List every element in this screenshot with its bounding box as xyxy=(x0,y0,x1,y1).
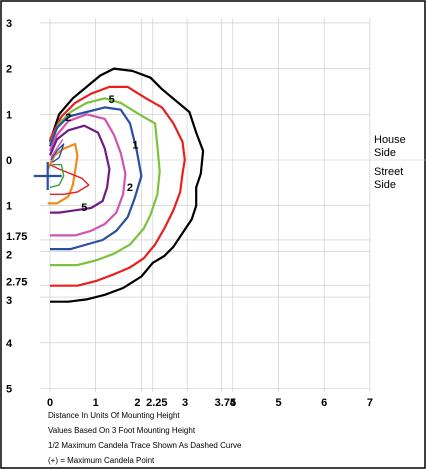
x-tick-label-5: 3.75 xyxy=(215,397,236,409)
x-tick-label-8: 6 xyxy=(321,397,327,409)
contour-label-3: 2 xyxy=(127,182,133,194)
grid xyxy=(40,18,426,392)
street-side-label-line1: Street xyxy=(374,166,403,178)
x-tick-label-9: 7 xyxy=(367,397,373,409)
y-tick-label-lower-2: 2 xyxy=(6,249,12,261)
y-tick-label-lower-4: 3 xyxy=(6,295,12,307)
contour-lines xyxy=(46,67,205,303)
contour-label-2: 1 xyxy=(132,140,138,152)
note-distance-units: Distance In Units Of Mounting Height xyxy=(48,411,180,420)
contour-line-3 xyxy=(48,106,143,251)
max-candela-marker xyxy=(33,161,62,190)
y-tick-label-upper-0: 3 xyxy=(6,18,12,30)
street-side-label-line2: Side xyxy=(374,179,396,191)
note-max-candela-point: (+) = Maximum Candela Point xyxy=(48,456,155,465)
contour-line-0 xyxy=(48,67,205,303)
y-tick-label-upper-1: 2 xyxy=(6,64,12,76)
contour-line-5 xyxy=(48,124,111,214)
y-tick-label-lower-0: 1 xyxy=(6,201,12,213)
contour-line-10 xyxy=(50,139,64,159)
contour-label-0: 5 xyxy=(109,94,115,106)
note-half-max-trace: 1/2 Maximum Candela Trace Shown As Dashe… xyxy=(48,441,242,450)
house-side-label-line2: Side xyxy=(374,147,396,159)
contour-line-7 xyxy=(49,163,90,195)
contour-line-8 xyxy=(49,163,65,189)
contour-line-1 xyxy=(49,85,186,287)
x-tick-label-6: 4 xyxy=(230,397,237,409)
x-tick-label-4: 3 xyxy=(182,397,188,409)
house-side-label-line1: House xyxy=(374,134,406,146)
y-tick-label-lower-6: 5 xyxy=(6,384,12,396)
x-tick-label-7: 5 xyxy=(275,397,281,409)
contour-labels: 5 2 1 2 5 xyxy=(65,94,138,214)
x-tick-label-1: 1 xyxy=(93,397,99,409)
contour-label-1: 2 xyxy=(65,112,71,124)
y-tick-label-lower-3: 2.75 xyxy=(6,277,27,289)
contour-line-9 xyxy=(50,143,65,163)
contour-label-4: 5 xyxy=(81,202,87,214)
x-tick-label-0: 0 xyxy=(47,397,53,409)
contour-line-4 xyxy=(48,113,127,237)
y-tick-label-lower-5: 4 xyxy=(6,338,13,350)
x-tick-label-3: 2.25 xyxy=(146,397,167,409)
x-tick-label-2: 2 xyxy=(134,397,140,409)
note-mounting-height: Values Based On 3 Foot Mounting Height xyxy=(48,426,196,435)
y-tick-label-upper-3: 0 xyxy=(6,155,12,167)
contour-line-6 xyxy=(46,142,79,205)
y-tick-label-upper-2: 1 xyxy=(6,109,12,121)
contour-line-2 xyxy=(48,97,161,267)
y-tick-label-lower-1: 1.75 xyxy=(6,231,27,243)
